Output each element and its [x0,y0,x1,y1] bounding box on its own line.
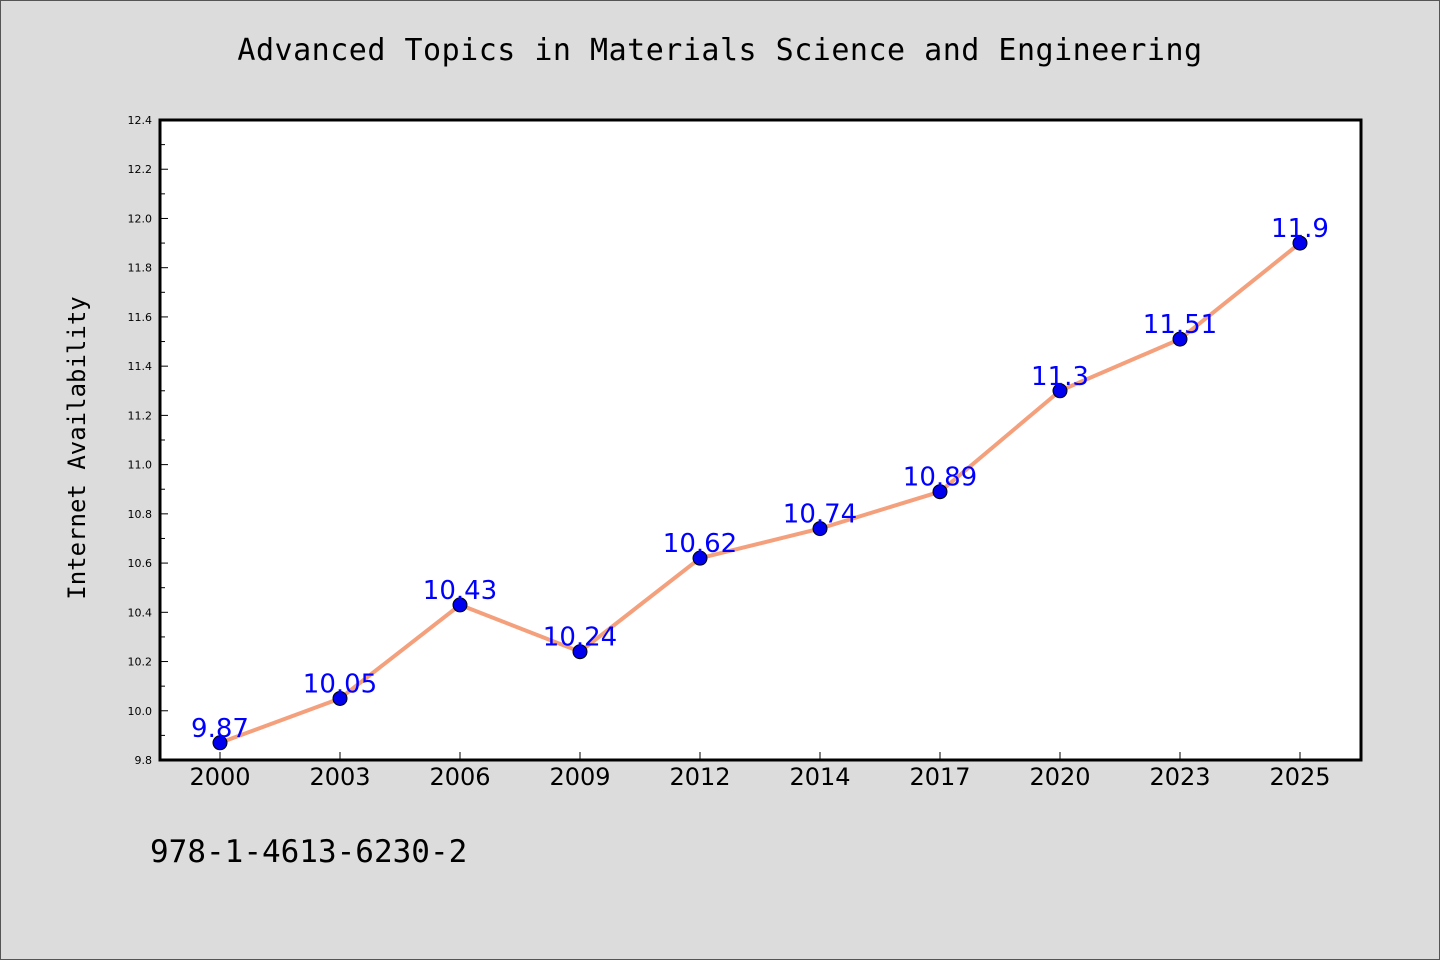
y-tick-label: 11.0 [128,459,153,472]
x-tick-label: 2009 [549,763,610,791]
y-tick-label: 10.8 [128,508,153,521]
y-tick-label: 10.2 [128,656,153,669]
data-point [212,735,228,751]
data-label: 9.87 [191,714,249,744]
data-label: 11.9 [1271,214,1329,244]
x-tick-label: 2023 [1149,763,1210,791]
data-label: 10.62 [663,529,737,559]
y-axis-label: Internet Availability [63,296,91,599]
chart-title: Advanced Topics in Materials Science and… [237,33,1203,68]
y-tick-label: 11.8 [128,262,153,275]
data-label: 11.51 [1143,310,1217,340]
data-point [692,550,708,566]
plot-area [160,120,1361,760]
x-tick-label: 2017 [909,763,970,791]
y-tick-label: 11.4 [128,360,153,373]
isbn-text: 978-1-4613-6230-2 [150,834,468,870]
data-label: 10.89 [903,463,977,493]
data-label: 11.3 [1031,362,1089,392]
x-tick-label: 2014 [789,763,850,791]
y-tick-label: 12.0 [128,212,153,225]
x-tick-label: 2012 [669,763,730,791]
data-label: 10.05 [303,669,377,699]
data-label: 10.43 [423,576,497,606]
data-point [1172,331,1188,347]
y-tick-label: 10.6 [128,557,153,570]
y-tick-label: 10.0 [128,705,153,718]
data-point [332,690,348,706]
data-label: 10.24 [543,623,617,653]
x-tick-label: 2000 [189,763,250,791]
y-tick-label: 12.4 [128,114,153,127]
y-tick-label: 11.6 [128,311,153,324]
series-layer [212,235,1308,751]
data-point [572,644,588,660]
data-labels-layer: 9.87 10.05 10.43 10.24 10.62 10.74 10.89 11.3 11… [191,214,1329,744]
y-tick-label: 10.4 [128,606,153,619]
plot-border [158,118,1363,762]
data-point [932,484,948,500]
y-tick-label: 12.2 [128,163,153,176]
x-axis-ticks: 2000 2003 2006 2009 2012 2014 2017 2020 2023 2025 [189,752,1331,791]
y-tick-label: 11.2 [128,409,153,422]
series-line [218,241,1302,745]
data-label: 10.74 [783,500,857,530]
x-tick-label: 2006 [429,763,490,791]
y-tick-label: 9.8 [135,754,153,767]
data-point [452,597,468,613]
data-point [1292,235,1308,251]
data-point [812,521,828,537]
x-tick-label: 2020 [1029,763,1090,791]
x-tick-label: 2003 [309,763,370,791]
x-tick-label: 2025 [1269,763,1330,791]
data-point [1052,383,1068,399]
